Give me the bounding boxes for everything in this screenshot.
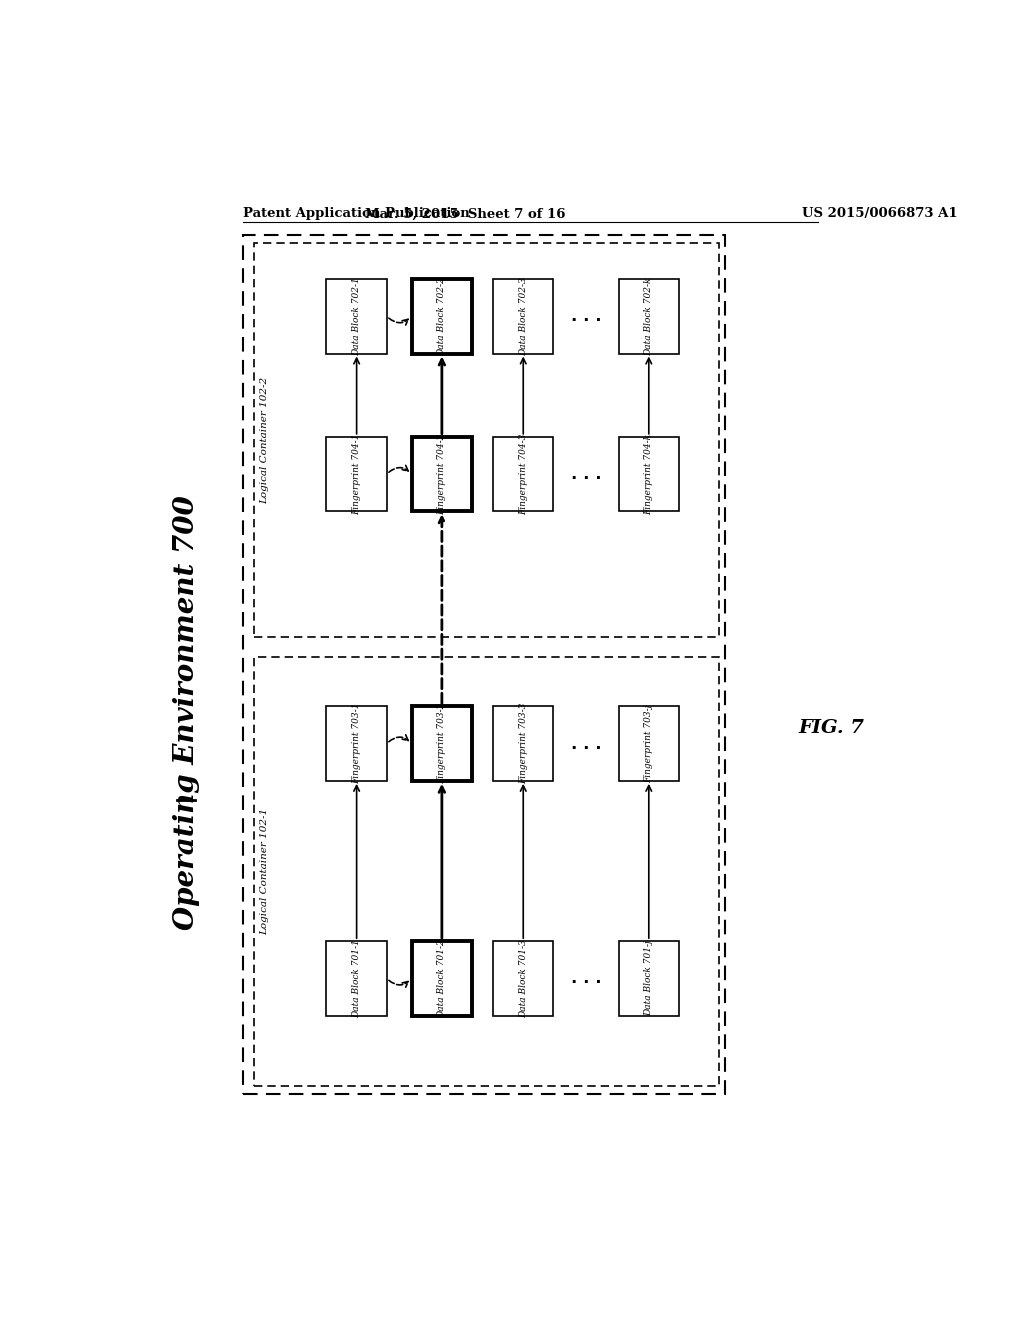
Text: Fingerprint 703-j: Fingerprint 703-j: [644, 705, 653, 783]
Bar: [412, 706, 472, 781]
Bar: [412, 437, 472, 511]
Bar: [327, 437, 387, 511]
Text: Patent Application Publication: Patent Application Publication: [243, 207, 469, 220]
Bar: [618, 941, 679, 1016]
Text: Fingerprint 704-k: Fingerprint 704-k: [644, 433, 653, 515]
Text: Data Block 702-1: Data Block 702-1: [352, 277, 361, 355]
Text: . . .: . . .: [570, 308, 601, 325]
Bar: [327, 279, 387, 354]
Text: Data Block 701-1: Data Block 701-1: [352, 939, 361, 1018]
Bar: [243, 235, 725, 1094]
Text: . . .: . . .: [570, 735, 601, 752]
Text: . . .: . . .: [570, 969, 601, 987]
Bar: [493, 279, 554, 354]
Text: Fingerprint 704-3: Fingerprint 704-3: [519, 433, 527, 515]
Text: Data Block 702-k: Data Block 702-k: [644, 277, 653, 355]
Bar: [618, 279, 679, 354]
Bar: [618, 437, 679, 511]
Text: Fingerprint 703-3: Fingerprint 703-3: [519, 704, 527, 784]
Text: FIG. 7: FIG. 7: [799, 719, 864, 737]
Text: Fingerprint 704-1: Fingerprint 704-1: [352, 433, 361, 515]
Text: Data Block 702-2: Data Block 702-2: [437, 277, 446, 355]
Bar: [327, 941, 387, 1016]
Text: Logical Container 102-2: Logical Container 102-2: [260, 376, 269, 504]
Text: Data Block 701-3: Data Block 701-3: [519, 939, 527, 1018]
Text: Operating Environment 700: Operating Environment 700: [173, 495, 200, 931]
Text: Mar. 5, 2015  Sheet 7 of 16: Mar. 5, 2015 Sheet 7 of 16: [365, 207, 565, 220]
Bar: [412, 279, 472, 354]
Text: Data Block 701-j: Data Block 701-j: [644, 941, 653, 1016]
Bar: [327, 706, 387, 781]
Text: Fingerprint 703-1: Fingerprint 703-1: [352, 704, 361, 784]
Text: Logical Container 102-1: Logical Container 102-1: [260, 808, 269, 936]
Bar: [412, 941, 472, 1016]
Bar: [493, 941, 554, 1016]
Bar: [618, 706, 679, 781]
Text: Fingerprint 704-2: Fingerprint 704-2: [437, 433, 446, 515]
Text: US 2015/0066873 A1: US 2015/0066873 A1: [802, 207, 957, 220]
Text: . . .: . . .: [570, 465, 601, 483]
Text: Data Block 701-2: Data Block 701-2: [437, 939, 446, 1018]
Bar: [254, 657, 719, 1086]
Text: Data Block 702-3: Data Block 702-3: [519, 277, 527, 355]
Bar: [493, 706, 554, 781]
Bar: [493, 437, 554, 511]
Text: Fingerprint 703-2: Fingerprint 703-2: [437, 704, 446, 784]
Bar: [254, 243, 719, 638]
